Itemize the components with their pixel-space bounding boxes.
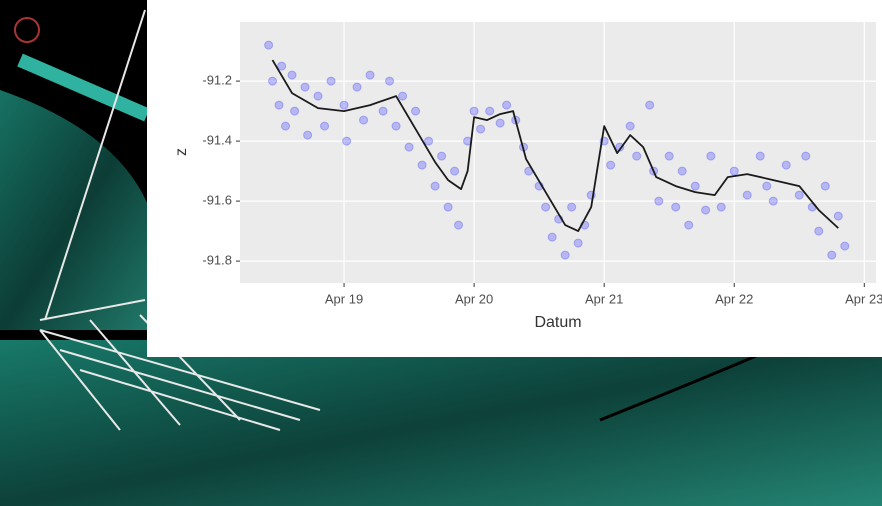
point: [360, 116, 368, 124]
x-tick-label: Apr 22: [715, 291, 753, 306]
point: [275, 101, 283, 109]
point: [343, 137, 351, 145]
point: [425, 137, 433, 145]
x-tick-label: Apr 21: [585, 291, 623, 306]
point: [412, 107, 420, 115]
point: [265, 41, 273, 49]
x-axis-title: Datum: [534, 314, 581, 331]
screenshot: Datum z -91.2 -91.4 -91.6 -91.8 Apr 19 Apr 20…: [0, 0, 882, 506]
x-tick-label: Apr 20: [455, 291, 493, 306]
point: [542, 203, 550, 211]
point-cloud: [0, 340, 882, 506]
point: [353, 83, 361, 91]
point: [366, 71, 374, 79]
point: [477, 125, 485, 133]
point: [633, 152, 641, 160]
point: [678, 167, 686, 175]
point: [282, 122, 290, 130]
y-tick-label: -91.8: [202, 253, 232, 268]
point: [288, 71, 296, 79]
point: [646, 101, 654, 109]
point: [834, 212, 842, 220]
point: [769, 197, 777, 205]
point: [665, 152, 673, 160]
point: [314, 92, 322, 100]
point: [730, 167, 738, 175]
point: [386, 77, 394, 85]
point: [438, 152, 446, 160]
point: [743, 191, 751, 199]
point: [707, 152, 715, 160]
point: [486, 107, 494, 115]
point: [802, 152, 810, 160]
point: [399, 92, 407, 100]
page: Datum z -91.2 -91.4 -91.6 -91.8 Apr 19 Apr 20…: [0, 0, 882, 506]
point: [418, 161, 426, 169]
point: [444, 203, 452, 211]
point: [379, 107, 387, 115]
point: [503, 101, 511, 109]
plot-panel: [240, 22, 876, 283]
point: [685, 221, 693, 229]
point: [702, 206, 710, 214]
point: [304, 131, 312, 139]
point: [763, 182, 771, 190]
point: [821, 182, 829, 190]
point: [392, 122, 400, 130]
point: [455, 221, 463, 229]
y-tick-label: -91.2: [202, 73, 232, 88]
point: [301, 83, 309, 91]
point: [756, 152, 764, 160]
x-tick-label: Apr 23: [845, 291, 882, 306]
point: [321, 122, 329, 130]
point: [548, 233, 556, 241]
point: [626, 122, 634, 130]
point: [431, 182, 439, 190]
point: [607, 161, 615, 169]
point: [340, 101, 348, 109]
point: [269, 77, 277, 85]
point: [795, 191, 803, 199]
point: [782, 161, 790, 169]
point: [278, 62, 286, 70]
y-tick-label: -91.4: [202, 133, 232, 148]
point: [327, 77, 335, 85]
point: [496, 119, 504, 127]
point: [574, 239, 582, 247]
point: [568, 203, 576, 211]
point: [691, 182, 699, 190]
point: [828, 251, 836, 259]
y-tick-label: -91.6: [202, 193, 232, 208]
point: [841, 242, 849, 250]
point: [451, 167, 459, 175]
point: [291, 107, 299, 115]
point: [405, 143, 413, 151]
point: [717, 203, 725, 211]
y-axis-title: z: [173, 148, 190, 156]
point: [655, 197, 663, 205]
point: [561, 251, 569, 259]
point: [672, 203, 680, 211]
point: [470, 107, 478, 115]
point: [815, 227, 823, 235]
x-tick-label: Apr 19: [325, 291, 363, 306]
